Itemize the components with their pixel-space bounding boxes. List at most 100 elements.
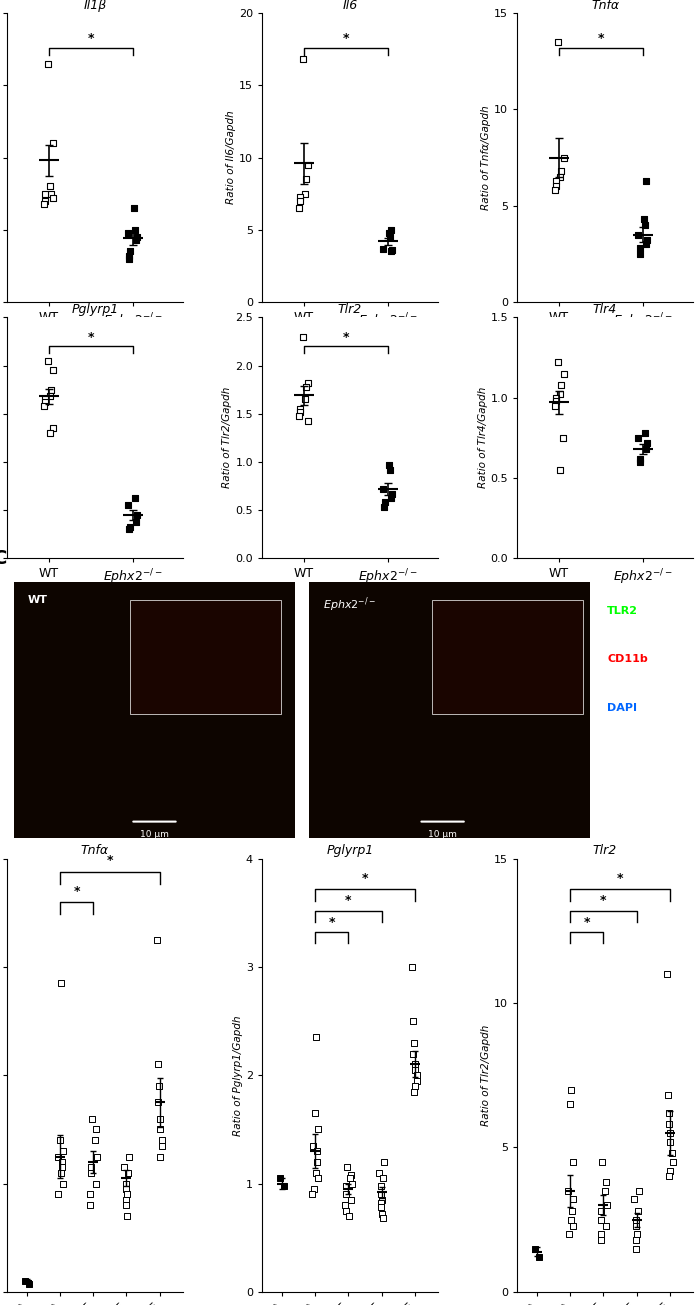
Point [377,479,388,500]
Point [565,1094,576,1114]
Point [85,1184,96,1205]
Point [157,1135,168,1156]
Title: Tnfα: Tnfα [591,0,619,12]
Point [631,1224,643,1245]
Point [55,1130,66,1151]
Point [408,1043,419,1064]
Point [386,488,397,509]
Point [557,427,568,448]
Point [47,188,58,209]
Point [630,1229,641,1250]
FancyBboxPatch shape [130,600,281,714]
Point [57,1141,68,1161]
Y-axis label: Ratio of Tnfα/Gapdh: Ratio of Tnfα/Gapdh [482,106,491,210]
Point [307,1135,318,1156]
Point [664,1165,675,1186]
Point [640,234,652,254]
Point [630,1215,641,1236]
Point [46,380,57,401]
Point [129,488,140,509]
Text: *: * [328,916,335,929]
Point [386,241,397,262]
Point [124,248,135,269]
Point [566,1201,578,1221]
Point [122,495,134,515]
Point [85,1195,96,1216]
Point [48,360,59,381]
Point [595,1229,606,1250]
Point [344,1168,356,1189]
Point [387,240,398,261]
Point [634,1181,645,1202]
Text: $Ephx2^{-/-}$: $Ephx2^{-/-}$ [323,595,376,613]
Point [86,1158,97,1178]
Point [664,1131,676,1152]
Point [376,1203,387,1224]
Point [38,193,50,214]
Point [567,1189,578,1210]
Point [85,1163,97,1184]
Point [407,1010,419,1031]
Point [407,957,418,977]
Point [642,432,653,453]
Point [387,483,398,504]
Point [373,1163,384,1184]
Point [410,1075,421,1096]
Point [153,1054,164,1075]
Point [340,1184,351,1205]
Text: *: * [598,33,604,46]
Point [295,191,306,211]
Point [303,372,314,393]
Text: DAPI: DAPI [608,703,637,713]
Text: *: * [345,894,351,907]
Point [601,1195,612,1216]
Point [53,1184,64,1205]
Point [632,427,643,448]
Y-axis label: Ratio of Tlr4/Gapdh: Ratio of Tlr4/Gapdh [477,388,488,488]
Point [550,388,561,408]
Point [379,492,391,513]
Point [52,1146,64,1167]
Point [634,238,645,258]
Point [311,1027,322,1048]
Text: TLR2: TLR2 [608,606,638,616]
Y-axis label: Ratio of Tlr2/Gapdh: Ratio of Tlr2/Gapdh [223,388,232,488]
Point [300,183,311,204]
Point [410,1060,421,1081]
Text: WT: WT [27,595,48,606]
Point [121,1206,132,1227]
Point [639,423,650,444]
Point [639,214,650,235]
Y-axis label: Ratio of Il6/Gapdh: Ratio of Il6/Gapdh [226,111,236,205]
Point [534,1246,545,1267]
Point [554,459,566,480]
Point [311,1163,322,1184]
Point [303,154,314,175]
Text: *: * [88,331,94,345]
Point [122,1184,133,1205]
Point [664,1160,676,1181]
Point [375,1176,386,1197]
Point [664,1122,676,1143]
Point [549,180,560,201]
Point [124,519,135,540]
Text: *: * [584,916,590,929]
FancyBboxPatch shape [309,582,590,838]
Point [550,170,561,191]
Point [631,1238,642,1259]
Point [122,1163,134,1184]
Point [346,1173,357,1194]
Point [375,1197,386,1218]
Text: *: * [106,855,113,868]
Point [295,187,306,207]
Point [129,219,140,240]
Point [90,1173,101,1194]
Point [120,1195,132,1216]
Point [297,48,308,69]
Point [340,1201,351,1221]
Point [342,1158,353,1178]
Point [340,1195,351,1216]
Text: *: * [600,894,607,907]
Point [386,219,397,240]
Point [638,209,650,230]
